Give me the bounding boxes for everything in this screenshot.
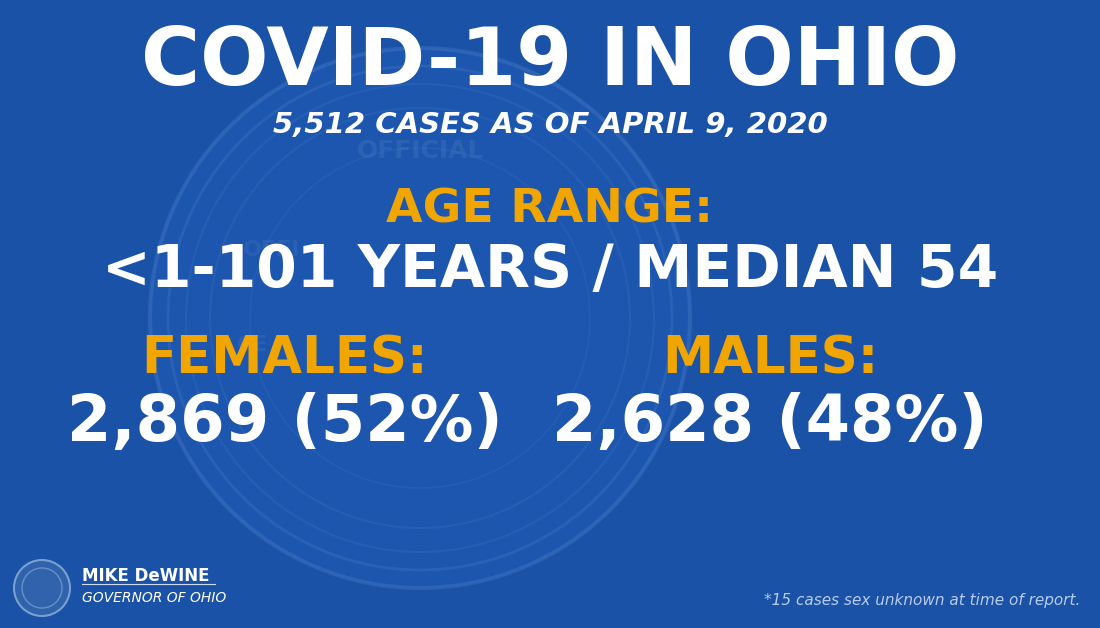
Text: FEMALES:: FEMALES: [142, 335, 428, 385]
Text: 2,628 (48%): 2,628 (48%) [552, 392, 988, 454]
Text: OFFI: OFFI [243, 241, 300, 261]
Circle shape [14, 560, 70, 616]
Text: GOVERNOR OF OHIO: GOVERNOR OF OHIO [82, 591, 227, 605]
Text: CE: CE [236, 335, 268, 355]
Text: COVID-19 IN OHIO: COVID-19 IN OHIO [141, 24, 959, 102]
Text: *15 cases sex unknown at time of report.: *15 cases sex unknown at time of report. [763, 592, 1080, 607]
Text: AGE RANGE:: AGE RANGE: [386, 188, 714, 232]
Text: <1-101 YEARS / MEDIAN 54: <1-101 YEARS / MEDIAN 54 [102, 242, 998, 298]
Text: MALES:: MALES: [662, 335, 878, 385]
Text: 2,869 (52%): 2,869 (52%) [67, 392, 503, 454]
Text: 5,512 CASES AS OF APRIL 9, 2020: 5,512 CASES AS OF APRIL 9, 2020 [273, 111, 827, 139]
Text: MIKE DeWINE: MIKE DeWINE [82, 567, 209, 585]
Circle shape [150, 48, 690, 588]
Text: OFFICIAL: OFFICIAL [356, 139, 484, 163]
